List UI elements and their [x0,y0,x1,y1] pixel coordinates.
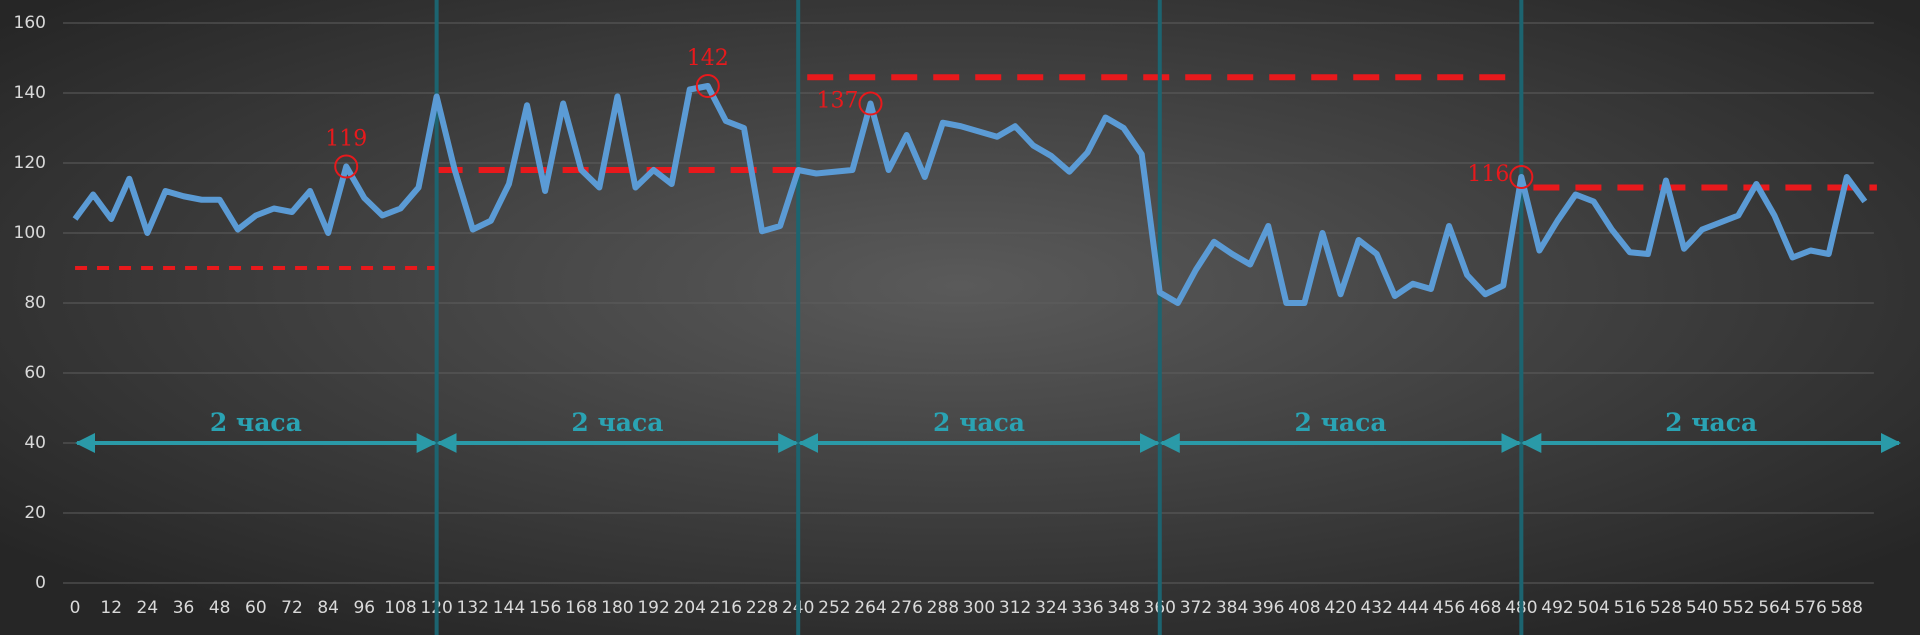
x-tick-label: 24 [137,598,159,618]
x-tick-label: 12 [100,598,122,618]
x-tick-label: 264 [854,598,886,618]
annotation-marker [858,91,883,116]
x-tick-label: 228 [746,598,778,618]
x-tick-label: 564 [1758,598,1790,618]
annotation-label: 119 [325,127,367,152]
x-tick-label: 300 [963,598,995,618]
annotation-marker [695,74,720,98]
x-tick-label: 396 [1252,598,1284,618]
x-tick-label: 84 [317,598,339,618]
x-tick-label: 276 [890,598,922,618]
x-tick-label: 588 [1831,598,1863,618]
y-tick-label: 100 [14,223,46,243]
period-label: 2 часа [571,408,663,437]
x-tick-label: 432 [1360,598,1392,618]
annotation-marker [334,154,359,179]
x-tick-label: 72 [281,598,303,618]
x-tick-label: 528 [1650,598,1682,618]
x-tick-label: 204 [674,598,706,618]
x-tick-label: 456 [1433,598,1465,618]
x-tick-label: 384 [1216,598,1248,618]
y-tick-label: 140 [14,83,46,103]
x-tick-label: 60 [245,598,267,618]
x-tick-label: 216 [710,598,742,618]
period-label: 2 часа [1665,408,1757,437]
y-tick-label: 20 [24,503,46,523]
x-tick-label: 324 [1035,598,1067,618]
x-tick-label: 312 [999,598,1031,618]
x-tick-label: 504 [1577,598,1609,618]
annotation-label: 137 [817,89,859,114]
series-line [72,83,1868,306]
x-tick-label: 96 [353,598,375,618]
y-tick-label: 60 [24,363,46,383]
y-tick-label: 160 [14,13,46,33]
x-tick-label: 492 [1541,598,1573,618]
period-label: 2 часа [210,408,302,437]
y-tick-label: 80 [24,293,46,313]
x-tick-label: 468 [1469,598,1501,618]
x-tick-label: 252 [818,598,850,618]
x-tick-label: 108 [384,598,416,618]
x-tick-label: 516 [1614,598,1646,618]
x-tick-label: 336 [1071,598,1103,618]
x-tick-label: 144 [493,598,525,618]
y-tick-label: 120 [14,153,46,173]
x-tick-label: 132 [457,598,489,618]
x-tick-label: 192 [637,598,669,618]
annotation-label: 142 [687,46,729,71]
x-tick-label: 540 [1686,598,1718,618]
x-tick-label: 0 [70,598,81,618]
x-tick-label: 420 [1324,598,1356,618]
x-tick-label: 576 [1794,598,1826,618]
annotation-label: 116 [1467,162,1509,187]
y-tick-label: 0 [35,573,46,593]
x-tick-label: 552 [1722,598,1754,618]
x-tick-label: 168 [565,598,597,618]
x-tick-label: 36 [173,598,195,618]
x-tick-label: 408 [1288,598,1320,618]
period-label: 2 часа [933,408,1025,437]
x-tick-label: 444 [1397,598,1429,618]
x-tick-label: 288 [927,598,959,618]
x-tick-label: 156 [529,598,561,618]
period-label: 2 часа [1295,408,1387,437]
y-tick-label: 40 [24,433,46,453]
x-tick-label: 180 [601,598,633,618]
annotation-marker [1509,165,1534,189]
x-tick-label: 372 [1180,598,1212,618]
x-tick-label: 348 [1107,598,1139,618]
x-tick-label: 48 [209,598,231,618]
